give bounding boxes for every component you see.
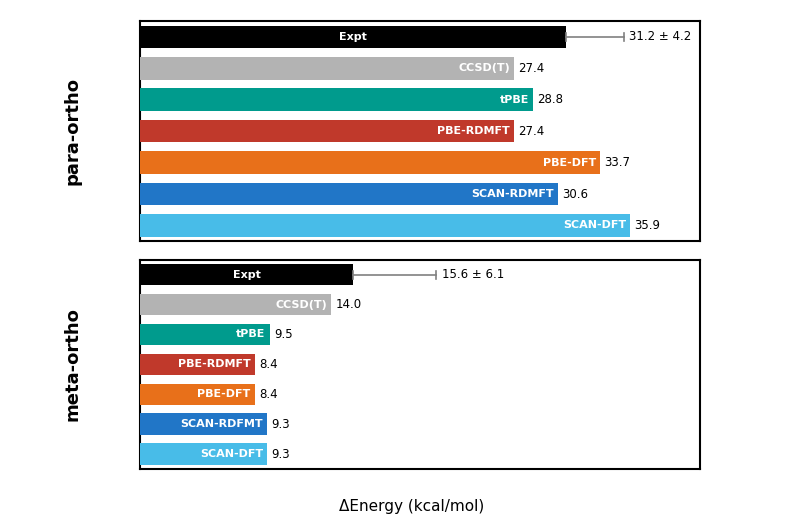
Text: CCSD(T): CCSD(T) [458, 63, 510, 73]
Text: 27.4: 27.4 [518, 62, 545, 75]
Text: 14.0: 14.0 [335, 298, 362, 311]
Bar [140, 183, 558, 205]
Text: 33.7: 33.7 [604, 156, 630, 169]
Text: PBE-DFT: PBE-DFT [198, 389, 250, 399]
Text: 35.9: 35.9 [634, 219, 661, 232]
Text: Expt: Expt [339, 32, 367, 42]
Bar [140, 120, 514, 143]
Text: 9.3: 9.3 [271, 448, 290, 461]
Text: SCAN-DFT: SCAN-DFT [563, 220, 626, 231]
Bar [140, 384, 254, 405]
Text: ΔEnergy (kcal/mol): ΔEnergy (kcal/mol) [339, 499, 485, 514]
Bar [140, 151, 600, 174]
Text: tPBE: tPBE [236, 330, 266, 340]
Bar [140, 264, 353, 286]
Text: meta-ortho: meta-ortho [64, 307, 82, 421]
Bar [140, 57, 514, 80]
Bar [140, 294, 331, 315]
Bar [140, 413, 267, 435]
Text: PBE-RDMFT: PBE-RDMFT [438, 126, 510, 136]
Bar [140, 25, 566, 48]
Text: tPBE: tPBE [500, 95, 530, 105]
Text: 15.6 ± 6.1: 15.6 ± 6.1 [442, 268, 504, 281]
Text: para-ortho: para-ortho [64, 77, 82, 185]
Text: 28.8: 28.8 [538, 93, 563, 106]
Text: Expt: Expt [233, 270, 261, 280]
Text: SCAN-DFT: SCAN-DFT [200, 449, 263, 459]
Text: 27.4: 27.4 [518, 125, 545, 138]
Text: PBE-RDMFT: PBE-RDMFT [178, 359, 250, 369]
Bar [140, 214, 630, 237]
Text: 8.4: 8.4 [259, 388, 278, 401]
Text: 31.2 ± 4.2: 31.2 ± 4.2 [629, 30, 691, 43]
Text: 8.4: 8.4 [259, 358, 278, 371]
Text: SCAN-RDMFT: SCAN-RDMFT [471, 189, 554, 199]
Bar [140, 89, 534, 111]
Bar [140, 443, 267, 465]
Text: SCAN-RDFMT: SCAN-RDFMT [180, 419, 263, 429]
Text: CCSD(T): CCSD(T) [275, 299, 327, 310]
Text: PBE-DFT: PBE-DFT [543, 157, 596, 167]
Text: 9.3: 9.3 [271, 418, 290, 431]
Text: 9.5: 9.5 [274, 328, 293, 341]
Text: 30.6: 30.6 [562, 188, 588, 200]
Bar [140, 354, 254, 375]
Bar [140, 324, 270, 345]
